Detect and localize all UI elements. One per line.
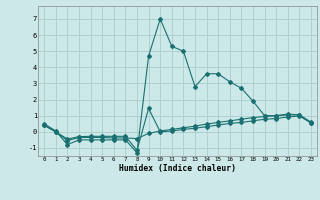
X-axis label: Humidex (Indice chaleur): Humidex (Indice chaleur)	[119, 164, 236, 173]
